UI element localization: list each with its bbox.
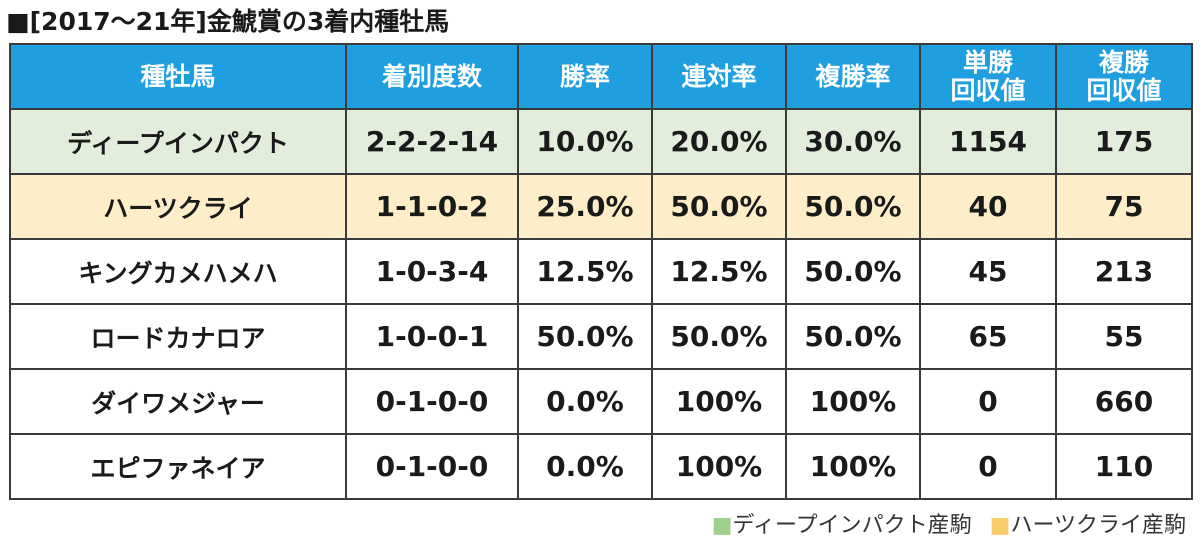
- column-header-text: 単勝: [962, 47, 1013, 77]
- cell-top2-rate: 50.0%: [651, 303, 787, 370]
- column-header-text: 勝率: [559, 61, 610, 91]
- cell-win-return: 65: [919, 303, 1057, 370]
- cell-sire: ロードカナロア: [9, 303, 347, 370]
- column-header-text: 連対率: [681, 61, 757, 91]
- table-row: ロードカナロア 1-0-0-1 50.0% 50.0% 50.0% 65 55: [9, 303, 1193, 370]
- cell-top2-rate: 20.0%: [651, 108, 787, 175]
- cell-place-return: 75: [1055, 173, 1193, 240]
- legend-label: ディープインパクト産駒: [732, 513, 972, 538]
- cell-top2-rate: 100%: [651, 368, 787, 435]
- cell-top3-rate: 100%: [785, 433, 921, 500]
- cell-win-rate: 12.5%: [517, 238, 653, 305]
- cell-record: 0-1-0-0: [345, 368, 519, 435]
- legend-item-deep: ■ディープインパクト産駒: [712, 508, 972, 544]
- cell-win-return: 0: [919, 368, 1057, 435]
- cell-sire: キングカメハメハ: [9, 238, 347, 305]
- cell-top3-rate: 30.0%: [785, 108, 921, 175]
- table-row: キングカメハメハ 1-0-3-4 12.5% 12.5% 50.0% 45 213: [9, 238, 1193, 305]
- column-header-place-return: 複勝 回収値: [1055, 43, 1193, 110]
- cell-sire: ディープインパクト: [9, 108, 347, 175]
- cell-record: 0-1-0-0: [345, 433, 519, 500]
- cell-win-rate: 25.0%: [517, 173, 653, 240]
- cell-place-return: 55: [1055, 303, 1193, 370]
- column-header-text: 種牡馬: [140, 61, 216, 91]
- cell-win-return: 0: [919, 433, 1057, 500]
- cell-place-return: 213: [1055, 238, 1193, 305]
- cell-record: 1-0-3-4: [345, 238, 519, 305]
- cell-sire: エピファネイア: [9, 433, 347, 500]
- page-title: ■[2017～21年]金鯱賞の3着内種牡馬: [6, 7, 450, 36]
- cell-sire: ハーツクライ: [9, 173, 347, 240]
- column-header-text: 複勝: [1098, 47, 1149, 77]
- cell-win-rate: 0.0%: [517, 368, 653, 435]
- column-header-text: 回収値: [1086, 75, 1162, 105]
- cell-top2-rate: 12.5%: [651, 238, 787, 305]
- cell-top2-rate: 100%: [651, 433, 787, 500]
- cell-top2-rate: 50.0%: [651, 173, 787, 240]
- legend-item-hearts: ■ハーツクライ産駒: [990, 508, 1186, 544]
- sire-stats-table: 種牡馬 着別度数 勝率 連対率 複勝率 単勝 回収値 複勝 回収値 ディープインパクト 2-2-2…: [9, 43, 1193, 500]
- cell-win-rate: 50.0%: [517, 303, 653, 370]
- cell-top3-rate: 50.0%: [785, 238, 921, 305]
- cell-record: 1-1-0-2: [345, 173, 519, 240]
- cell-place-return: 175: [1055, 108, 1193, 175]
- column-header-record: 着別度数: [345, 43, 519, 110]
- cell-sire: ダイワメジャー: [9, 368, 347, 435]
- cell-place-return: 110: [1055, 433, 1193, 500]
- cell-top3-rate: 50.0%: [785, 173, 921, 240]
- table-header-row: 種牡馬 着別度数 勝率 連対率 複勝率 単勝 回収値 複勝 回収値: [9, 43, 1193, 110]
- cell-top3-rate: 50.0%: [785, 303, 921, 370]
- cell-record: 1-0-0-1: [345, 303, 519, 370]
- table-row: ディープインパクト 2-2-2-14 10.0% 20.0% 30.0% 1154 175: [9, 108, 1193, 175]
- cell-win-return: 1154: [919, 108, 1057, 175]
- column-header-win-return: 単勝 回収値: [919, 43, 1057, 110]
- table-row: エピファネイア 0-1-0-0 0.0% 100% 100% 0 110: [9, 433, 1193, 500]
- column-header-top3-rate: 複勝率: [785, 43, 921, 110]
- cell-win-return: 40: [919, 173, 1057, 240]
- column-header-sire: 種牡馬: [9, 43, 347, 110]
- cell-record: 2-2-2-14: [345, 108, 519, 175]
- table-row: ダイワメジャー 0-1-0-0 0.0% 100% 100% 0 660: [9, 368, 1193, 435]
- cell-win-rate: 0.0%: [517, 433, 653, 500]
- legend-swatch-icon: ■: [989, 513, 1011, 538]
- cell-place-return: 660: [1055, 368, 1193, 435]
- cell-win-return: 45: [919, 238, 1057, 305]
- column-header-top2-rate: 連対率: [651, 43, 787, 110]
- legend: ■ディープインパクト産駒 ■ハーツクライ産駒: [694, 508, 1186, 544]
- legend-swatch-icon: ■: [711, 513, 733, 538]
- column-header-text: 着別度数: [381, 61, 482, 91]
- table-row: ハーツクライ 1-1-0-2 25.0% 50.0% 50.0% 40 75: [9, 173, 1193, 240]
- legend-label: ハーツクライ産駒: [1010, 513, 1186, 538]
- cell-top3-rate: 100%: [785, 368, 921, 435]
- column-header-text: 複勝率: [815, 61, 891, 91]
- column-header-win-rate: 勝率: [517, 43, 653, 110]
- cell-win-rate: 10.0%: [517, 108, 653, 175]
- column-header-text: 回収値: [950, 75, 1026, 105]
- table-body: ディープインパクト 2-2-2-14 10.0% 20.0% 30.0% 1154 175 ハ…: [9, 108, 1193, 500]
